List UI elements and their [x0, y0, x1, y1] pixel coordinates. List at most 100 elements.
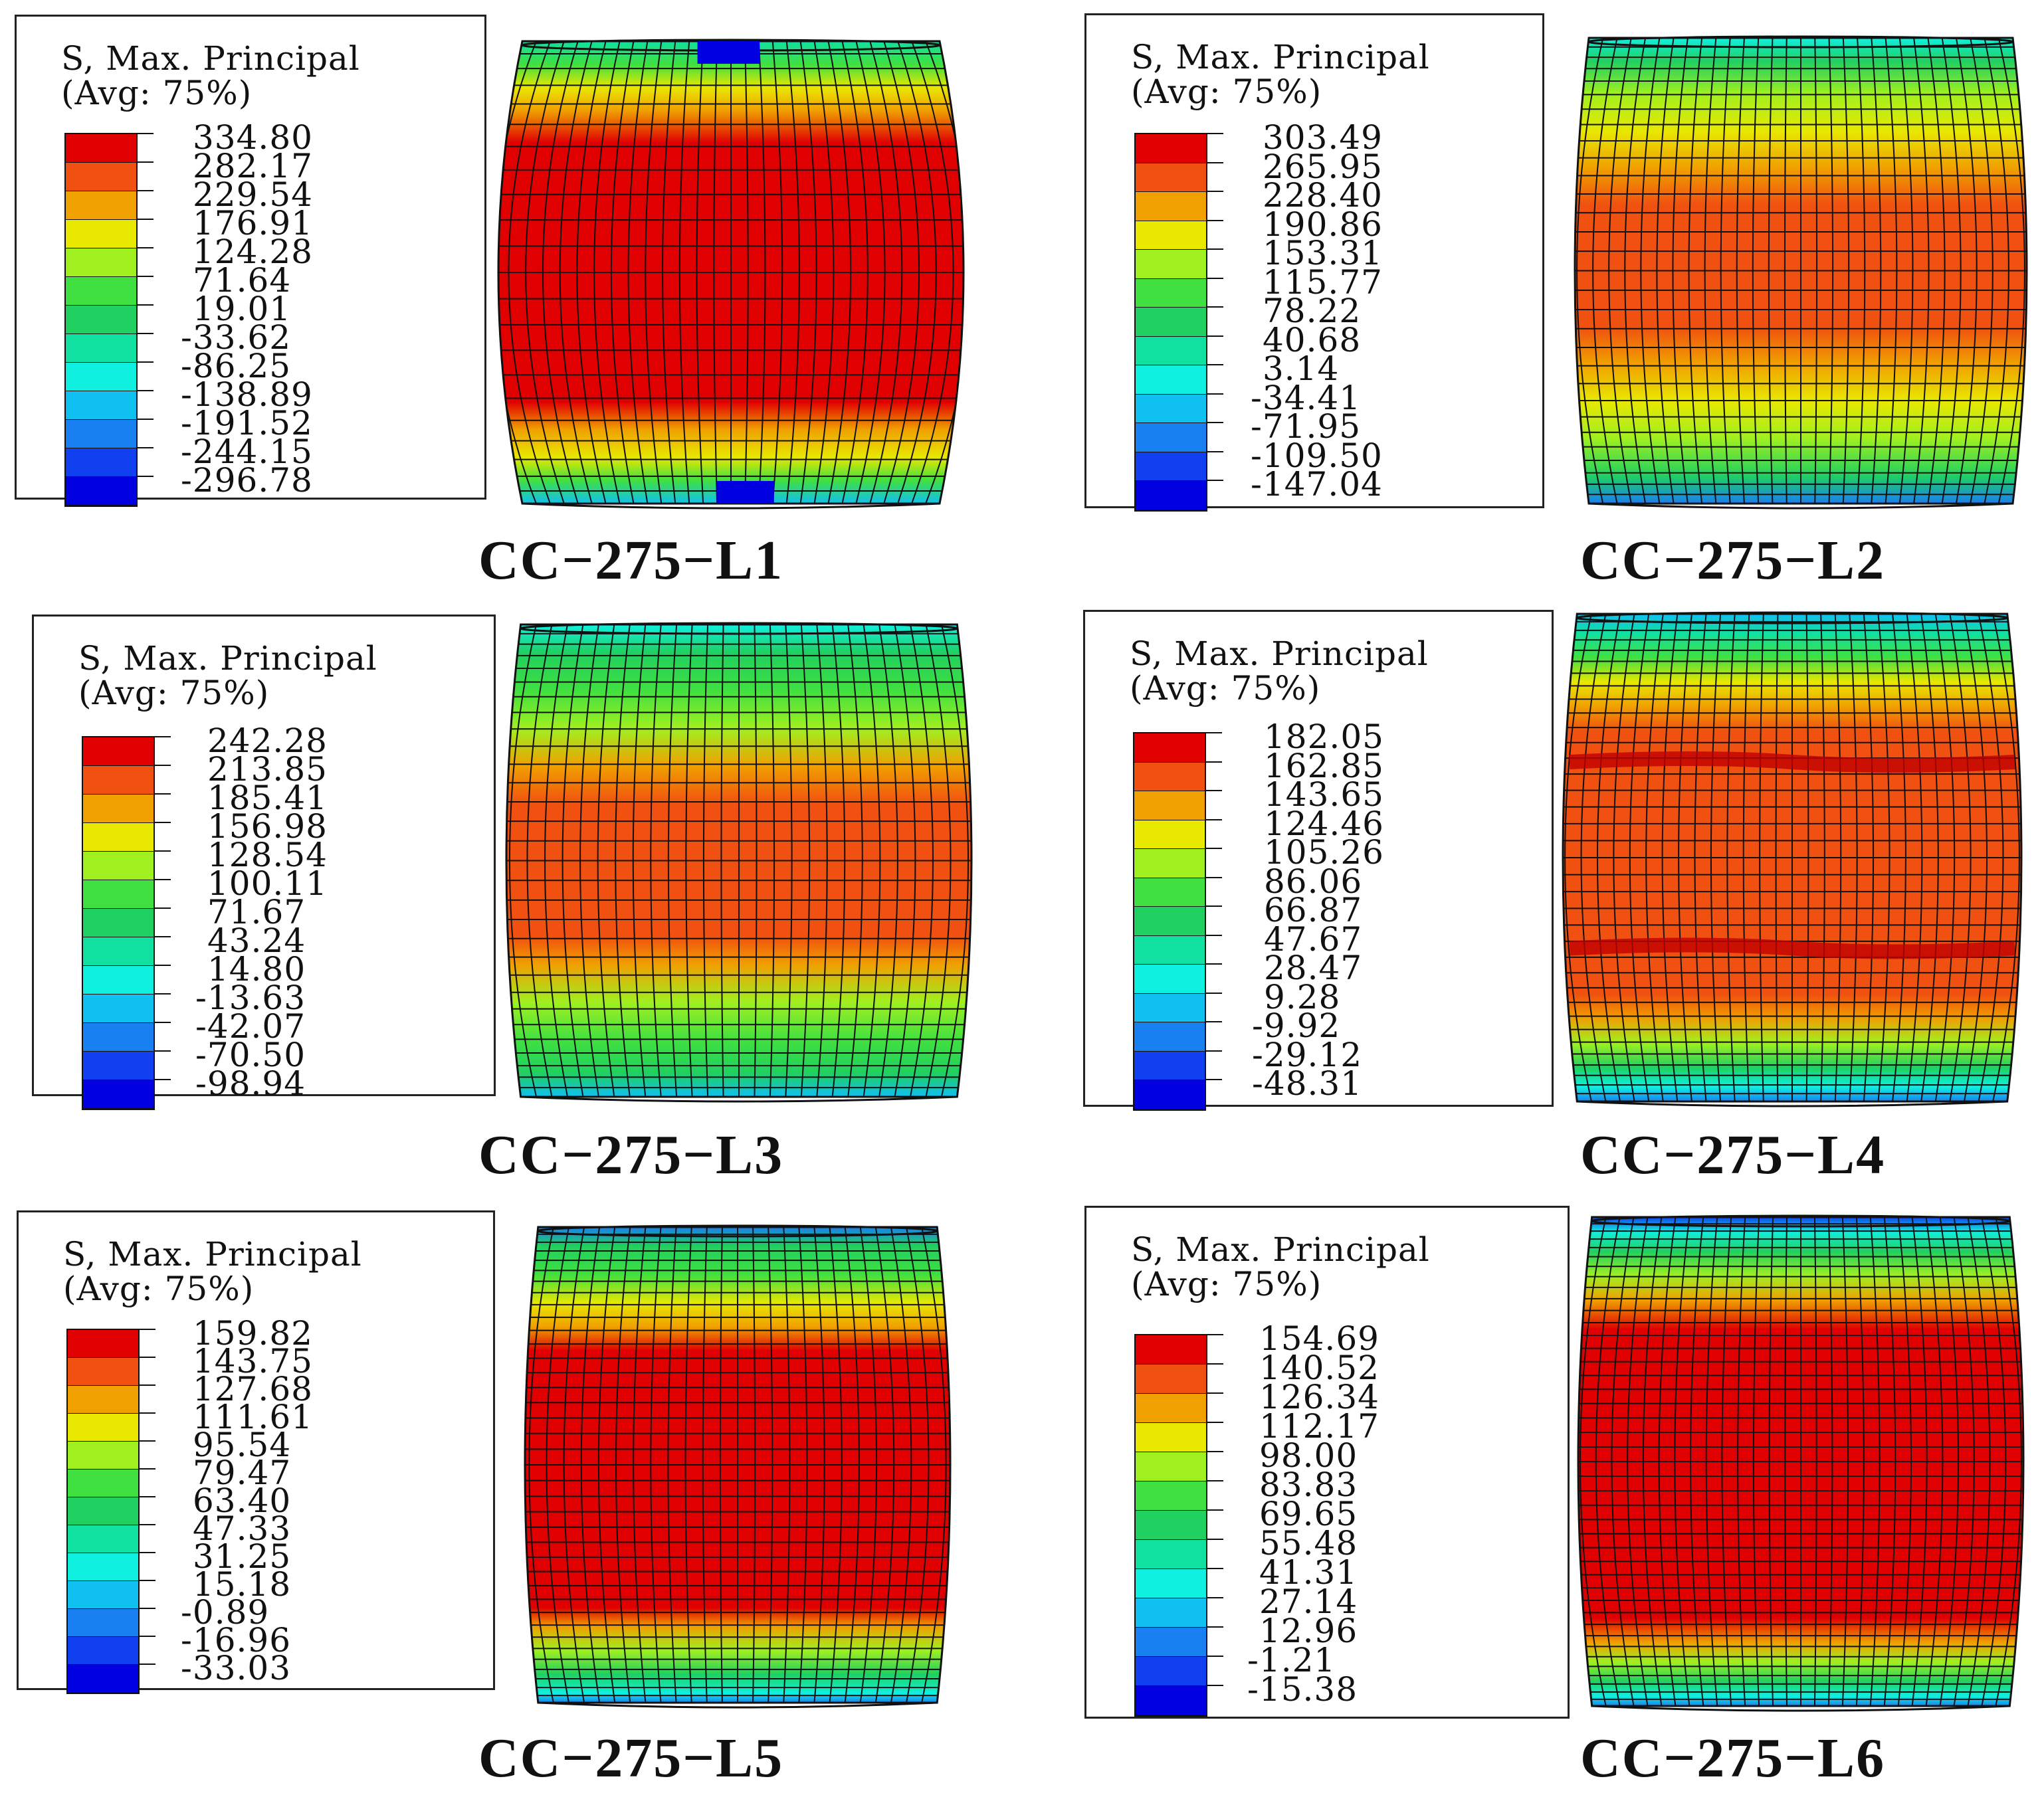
color-swatch	[1136, 221, 1206, 250]
legend-value: -147.04	[1251, 465, 1383, 504]
color-swatch	[83, 795, 153, 823]
legend-value: 47.67	[1264, 919, 1363, 959]
color-swatch	[68, 1442, 138, 1470]
legend-value: 86.06	[1264, 862, 1363, 901]
legend-value: 154.69	[1259, 1319, 1380, 1358]
color-swatch	[66, 277, 136, 306]
cylinder-contour	[505, 622, 973, 1103]
legend-tick	[1207, 1509, 1223, 1511]
color-swatch	[1136, 278, 1206, 308]
legend-value: 71.64	[193, 261, 292, 300]
legend-tick	[155, 736, 171, 737]
color-swatch	[83, 823, 153, 852]
legend-value: 9.28	[1264, 977, 1341, 1016]
legend-title: S, Max. Principal (Avg: 75%)	[63, 1235, 362, 1308]
legend-tick	[138, 133, 153, 134]
legend-tick	[1207, 335, 1223, 337]
panel-caption: CC−275−L6	[1580, 1727, 1886, 1789]
legend-value: 282.17	[193, 147, 313, 185]
color-swatch	[66, 334, 136, 363]
color-swatch	[1134, 1051, 1205, 1080]
legend-value: 47.33	[193, 1509, 292, 1548]
legend-tick	[140, 1552, 155, 1553]
legend-tick	[1206, 1079, 1222, 1080]
legend-tick	[1206, 848, 1222, 849]
legend-tick	[140, 1357, 155, 1358]
legend-tick	[1207, 1422, 1223, 1423]
legend-tick	[1207, 1568, 1223, 1569]
legend-value: 124.46	[1264, 804, 1384, 843]
color-swatch	[66, 477, 136, 506]
top-rim	[1591, 1214, 2011, 1228]
legend-tick	[1207, 133, 1223, 134]
cylinder-contour	[524, 1224, 952, 1709]
color-swatch	[66, 220, 136, 248]
legend-tick	[1207, 191, 1223, 192]
color-swatch	[1136, 423, 1206, 452]
legend-value: 28.47	[1264, 949, 1363, 987]
color-swatch	[66, 363, 136, 391]
legend-tick	[138, 361, 153, 363]
legend-tick	[140, 1468, 155, 1470]
mesh-grid	[498, 41, 964, 504]
legend-tick	[1207, 1685, 1223, 1686]
legend-tick	[1207, 1626, 1223, 1628]
legend-value: 105.26	[1264, 833, 1384, 872]
legend-tick	[155, 850, 171, 852]
legend-value: -70.50	[195, 1036, 306, 1074]
color-swatch	[1136, 1394, 1206, 1423]
legend-value: 176.91	[193, 204, 313, 242]
panel-caption: CC−275−L5	[478, 1727, 784, 1789]
legend-tick	[155, 907, 171, 909]
color-swatch	[1136, 1628, 1206, 1657]
color-swatch	[68, 1553, 138, 1581]
legend-tick	[1207, 248, 1223, 250]
color-swatch	[1136, 1452, 1206, 1481]
bottom-rim	[520, 1095, 958, 1103]
color-swatch	[83, 966, 153, 995]
color-swatch	[83, 937, 153, 966]
legend-value: 41.31	[1259, 1553, 1358, 1592]
color-scale	[1133, 732, 1206, 1111]
legend-tick	[1206, 732, 1222, 733]
legend-value: 185.41	[207, 779, 328, 817]
legend-value: -71.95	[1251, 407, 1362, 446]
color-swatch	[83, 766, 153, 795]
color-swatch	[83, 852, 153, 880]
legend-value: -244.15	[181, 432, 313, 471]
legend-value: 78.22	[1263, 292, 1362, 330]
legend-tick	[1207, 1539, 1223, 1540]
legend-value: 153.31	[1263, 234, 1383, 272]
legend-tick	[1206, 1050, 1222, 1052]
legend-tick	[1207, 1656, 1223, 1657]
legend-value: 12.96	[1259, 1612, 1358, 1650]
legend-value: -33.03	[181, 1649, 292, 1687]
legend-tick	[155, 965, 171, 966]
legend-value: 159.82	[193, 1314, 313, 1353]
color-swatch	[68, 1470, 138, 1497]
legend-tick	[138, 190, 153, 191]
legend-value: -0.89	[181, 1593, 270, 1632]
color-swatch	[1136, 1686, 1206, 1715]
legend-value: 228.40	[1263, 176, 1383, 215]
bottom-rim	[1591, 1705, 2010, 1712]
cylinder-contour	[497, 39, 965, 510]
top-rim	[537, 1224, 938, 1238]
legend-tick	[155, 1079, 171, 1080]
legend-tick	[155, 936, 171, 937]
color-swatch	[66, 191, 136, 220]
legend-value: 242.28	[207, 721, 328, 760]
legend-value: 162.85	[1264, 746, 1384, 785]
legend-value: -13.63	[195, 979, 306, 1017]
legend-tick	[138, 304, 153, 306]
color-swatch	[1134, 993, 1205, 1022]
color-swatch	[1134, 733, 1205, 763]
compression-zone	[716, 481, 774, 504]
legend-value: -29.12	[1252, 1035, 1363, 1074]
legend-title: S, Max. Principal (Avg: 75%)	[78, 639, 377, 712]
color-swatch	[1136, 452, 1206, 481]
legend-tick	[138, 419, 153, 420]
top-rim	[1576, 611, 2009, 624]
legend-value: 126.34	[1259, 1378, 1380, 1416]
legend-value: 98.00	[1259, 1436, 1358, 1475]
